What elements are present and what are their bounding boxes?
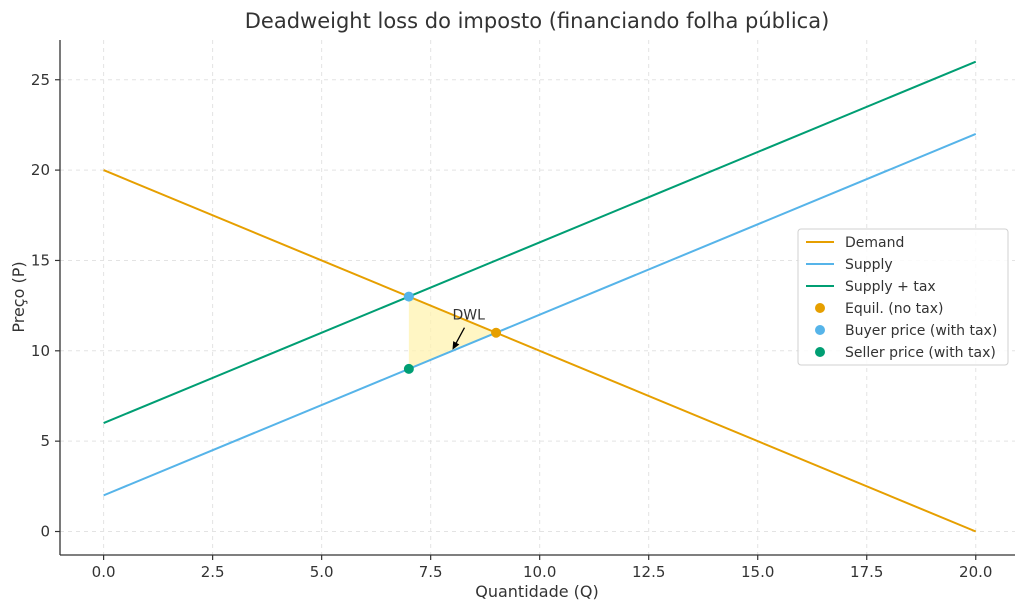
- points-layer: [403, 291, 502, 374]
- y-tick-label: 25: [31, 71, 50, 89]
- y-axis-label: Preço (P): [9, 261, 28, 332]
- y-ticks: 0 5 10 15 20 25: [31, 71, 60, 541]
- legend-swatch-buyer-price-with-tax: [815, 325, 825, 335]
- y-tick-label: 0: [40, 523, 50, 541]
- series-line-supply-tax: [103, 60, 977, 425]
- dwl-annotation-arrowhead: [452, 341, 460, 350]
- legend-label-buyer-price-with-tax: Buyer price (with tax): [845, 323, 997, 339]
- y-tick-label: 5: [40, 432, 50, 450]
- x-tick-label: 10.0: [523, 563, 556, 581]
- series-layer: [103, 60, 977, 533]
- point-buyer-price-with-tax: [403, 291, 414, 302]
- legend-label-equil-no-tax: Equil. (no tax): [845, 301, 943, 317]
- x-tick-label: 2.5: [201, 563, 225, 581]
- legend: Demand Supply Supply + tax Equil. (no tax) B…: [797, 228, 1009, 366]
- x-tick-label: 20.0: [959, 563, 992, 581]
- x-tick-label: 0.0: [92, 563, 116, 581]
- legend-box: [797, 228, 1009, 366]
- legend-items: Demand Supply Supply + tax Equil. (no tax) B…: [806, 235, 997, 361]
- x-ticks: 0.0 2.5 5.0 7.5 10.0 12.5 15.0 17.5 20.0: [92, 555, 992, 581]
- y-tick-label: 15: [31, 251, 50, 269]
- dwl-region: [408, 296, 497, 369]
- y-tick-label: 10: [31, 342, 50, 360]
- annotation: DWL: [452, 308, 485, 350]
- point-equil-no-tax: [491, 327, 502, 338]
- legend-swatch-seller-price-with-tax: [815, 347, 825, 357]
- legend-swatch-equil-no-tax: [815, 303, 825, 313]
- legend-label-supply: Supply: [845, 257, 893, 273]
- x-tick-label: 12.5: [632, 563, 665, 581]
- series-line-supply: [103, 133, 977, 497]
- dwl-annotation-arrow: [454, 327, 466, 345]
- x-tick-label: 7.5: [419, 563, 443, 581]
- x-tick-label: 15.0: [741, 563, 774, 581]
- x-tick-label: 17.5: [850, 563, 883, 581]
- legend-label-seller-price-with-tax: Seller price (with tax): [845, 345, 996, 361]
- x-axis-label: Quantidade (Q): [475, 582, 599, 601]
- y-tick-label: 20: [31, 161, 50, 179]
- axes: [59, 40, 1015, 556]
- point-seller-price-with-tax: [403, 363, 414, 374]
- chart-title: Deadweight loss do imposto (financiando …: [245, 9, 830, 33]
- x-tick-label: 5.0: [310, 563, 334, 581]
- legend-label-demand: Demand: [845, 235, 904, 251]
- legend-label-supply-tax: Supply + tax: [845, 279, 936, 295]
- dwl-annotation-label: DWL: [452, 308, 485, 324]
- series-line-demand: [103, 169, 977, 533]
